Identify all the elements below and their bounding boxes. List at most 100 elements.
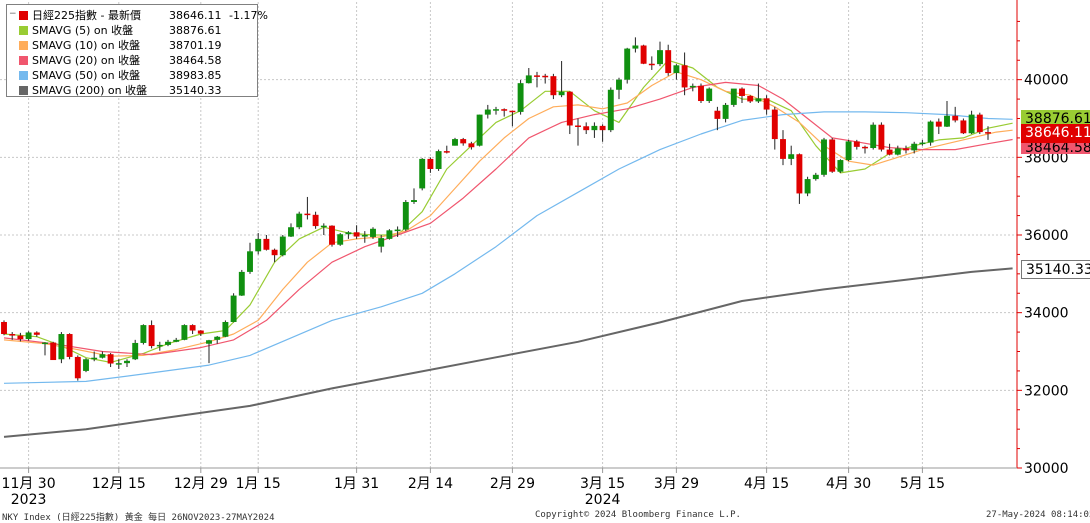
x-tick-label: 12月 29 (174, 476, 228, 492)
candle (271, 248, 278, 263)
candle (484, 104, 491, 119)
sma-line (3, 71, 1013, 357)
candle (378, 235, 385, 253)
x-year-label: 2024 (585, 492, 621, 508)
legend-row-sma20: SMAVG (20) on 收盤 38464.58 (11, 53, 253, 68)
collapse-icon[interactable]: − (9, 9, 17, 19)
y-axis: 30000 32000 34000 36000 38000 40000 (1016, 0, 1069, 477)
candle-body (935, 121, 942, 127)
candle-body (812, 174, 819, 180)
x-tick-label: 5月 15 (900, 476, 945, 492)
candle (443, 145, 450, 154)
x-tick-label: 4月 30 (826, 476, 871, 492)
candle-body (58, 334, 65, 360)
candle (763, 95, 770, 115)
legend-value: 38701.19 (169, 39, 222, 52)
candle-body (673, 65, 680, 74)
candle-body (17, 335, 24, 340)
price-tag-sma20: 38464.58 (1021, 142, 1090, 154)
candle (99, 351, 106, 359)
candle-body (804, 179, 811, 194)
candle (435, 149, 442, 171)
candle-body (247, 251, 253, 272)
candle (648, 56, 655, 70)
candle (673, 64, 680, 80)
candle (788, 145, 795, 166)
candle-body (189, 325, 196, 331)
candle (985, 126, 991, 140)
candle (353, 225, 360, 239)
candle (911, 141, 918, 154)
candle (33, 331, 40, 337)
candle (575, 118, 581, 146)
candle (706, 87, 713, 103)
candle (58, 332, 65, 364)
candle (197, 330, 204, 336)
candle-body (706, 88, 713, 102)
candle-body (25, 332, 32, 340)
legend-value: 38983.85 (169, 69, 222, 82)
candle (968, 110, 975, 135)
candle-body (575, 125, 581, 127)
candle-body (607, 89, 614, 131)
candle (616, 77, 622, 100)
candle (386, 229, 393, 240)
candle (468, 141, 475, 150)
candle-body (722, 104, 729, 119)
candle (698, 83, 704, 103)
footer-copyright: Copyright© 2024 Bloomberg Finance L.P. (535, 510, 741, 520)
candle (903, 145, 909, 154)
candle-body (976, 114, 983, 133)
candle (132, 339, 139, 361)
candle (534, 71, 540, 88)
candle-body (657, 50, 663, 65)
candle-body (107, 354, 114, 364)
candle (689, 83, 696, 92)
candle (681, 52, 688, 96)
candle (91, 351, 98, 362)
candle (501, 108, 508, 117)
candle (525, 68, 532, 84)
candle-body (952, 115, 959, 121)
candle-body (714, 110, 721, 119)
candle-body (148, 325, 155, 347)
candle (894, 145, 901, 156)
candle-body (919, 142, 926, 145)
candle-body (124, 360, 130, 364)
candle (124, 359, 130, 368)
candle-body (238, 271, 245, 296)
candle-body (296, 213, 303, 228)
candle-body (42, 342, 48, 345)
candle (919, 139, 926, 146)
candle (509, 110, 516, 127)
candle (148, 320, 155, 349)
candle-body (894, 148, 901, 155)
candle (329, 225, 335, 247)
candle (66, 333, 73, 360)
candle (247, 242, 253, 274)
footer-timestamp: 27-May-2024 08:14:05 (986, 510, 1090, 520)
candle (722, 102, 729, 123)
candle-body (534, 75, 540, 77)
candle-body (911, 143, 918, 151)
candle-body (115, 363, 122, 365)
candle (263, 235, 270, 251)
candle-body (763, 98, 770, 110)
candle-body (870, 124, 877, 149)
y-tick-label: 40000 (1024, 73, 1069, 89)
candle (771, 106, 778, 150)
candle-body (91, 357, 98, 360)
moving-average-lines (3, 59, 1013, 438)
candle-body (394, 229, 401, 232)
candle (107, 353, 114, 368)
legend-label: SMAVG (50) on 收盤 (32, 69, 141, 82)
candle (411, 188, 417, 204)
candle (870, 122, 877, 150)
candle (747, 95, 754, 103)
sma-line (3, 111, 1013, 384)
candle-body (821, 139, 827, 175)
candle (607, 87, 614, 133)
